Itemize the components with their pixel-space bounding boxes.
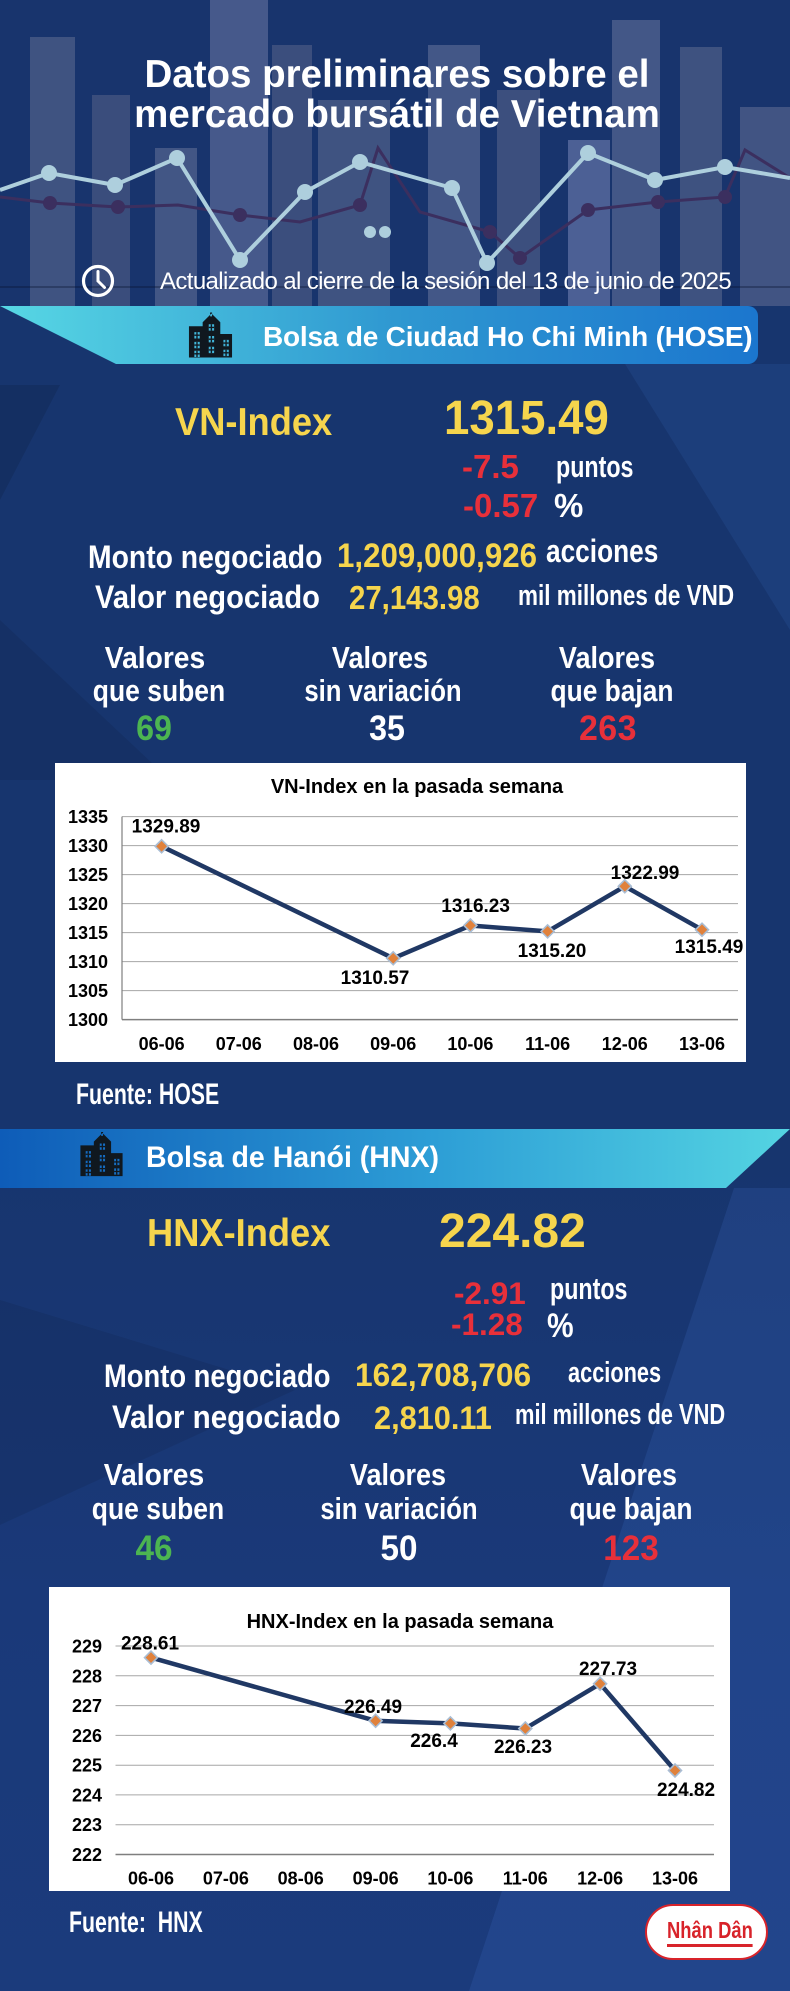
- svg-text:1310.57: 1310.57: [341, 968, 410, 989]
- svg-text:222: 222: [72, 1845, 102, 1865]
- svg-text:06-06: 06-06: [139, 1034, 185, 1054]
- svg-text:HNX-Index en la pasada semana: HNX-Index en la pasada semana: [247, 1611, 555, 1633]
- svg-text:12-06: 12-06: [577, 1869, 623, 1889]
- svg-text:226.49: 226.49: [344, 1697, 402, 1718]
- svg-text:226: 226: [72, 1726, 102, 1746]
- svg-text:07-06: 07-06: [203, 1869, 249, 1889]
- svg-text:12-06: 12-06: [602, 1034, 648, 1054]
- svg-text:1315.20: 1315.20: [518, 941, 587, 962]
- svg-text:1316.23: 1316.23: [441, 896, 510, 917]
- svg-text:08-06: 08-06: [278, 1869, 324, 1889]
- svg-text:1335: 1335: [68, 807, 108, 827]
- svg-text:1315.49: 1315.49: [675, 937, 744, 958]
- svg-text:10-06: 10-06: [427, 1869, 473, 1889]
- svg-text:13-06: 13-06: [652, 1869, 698, 1889]
- svg-text:227: 227: [72, 1696, 102, 1716]
- svg-text:229: 229: [72, 1637, 102, 1657]
- svg-text:224.82: 224.82: [657, 1780, 715, 1801]
- svg-text:07-06: 07-06: [216, 1034, 262, 1054]
- svg-text:10-06: 10-06: [447, 1034, 493, 1054]
- svg-text:13-06: 13-06: [679, 1034, 725, 1054]
- svg-text:1300: 1300: [68, 1010, 108, 1030]
- svg-text:1315: 1315: [68, 923, 108, 943]
- svg-text:1310: 1310: [68, 952, 108, 972]
- svg-text:06-06: 06-06: [128, 1869, 174, 1889]
- svg-text:223: 223: [72, 1815, 102, 1835]
- svg-text:224: 224: [72, 1785, 102, 1805]
- svg-text:11-06: 11-06: [525, 1034, 570, 1054]
- svg-text:09-06: 09-06: [353, 1869, 399, 1889]
- svg-text:1305: 1305: [68, 981, 108, 1001]
- svg-text:1322.99: 1322.99: [611, 863, 680, 884]
- svg-text:225: 225: [72, 1756, 102, 1776]
- svg-text:226.23: 226.23: [494, 1737, 552, 1758]
- svg-text:228: 228: [72, 1666, 102, 1686]
- svg-text:11-06: 11-06: [503, 1869, 548, 1889]
- svg-text:09-06: 09-06: [370, 1034, 416, 1054]
- svg-text:1325: 1325: [68, 865, 108, 885]
- svg-text:08-06: 08-06: [293, 1034, 339, 1054]
- svg-text:1329.89: 1329.89: [132, 817, 201, 838]
- svg-text:227.73: 227.73: [579, 1659, 637, 1680]
- svg-text:VN-Index en la pasada semana: VN-Index en la pasada semana: [271, 776, 564, 798]
- svg-text:1330: 1330: [68, 836, 108, 856]
- svg-text:228.61: 228.61: [121, 1633, 180, 1654]
- svg-text:1320: 1320: [68, 894, 108, 914]
- svg-text:226.4: 226.4: [410, 1731, 458, 1752]
